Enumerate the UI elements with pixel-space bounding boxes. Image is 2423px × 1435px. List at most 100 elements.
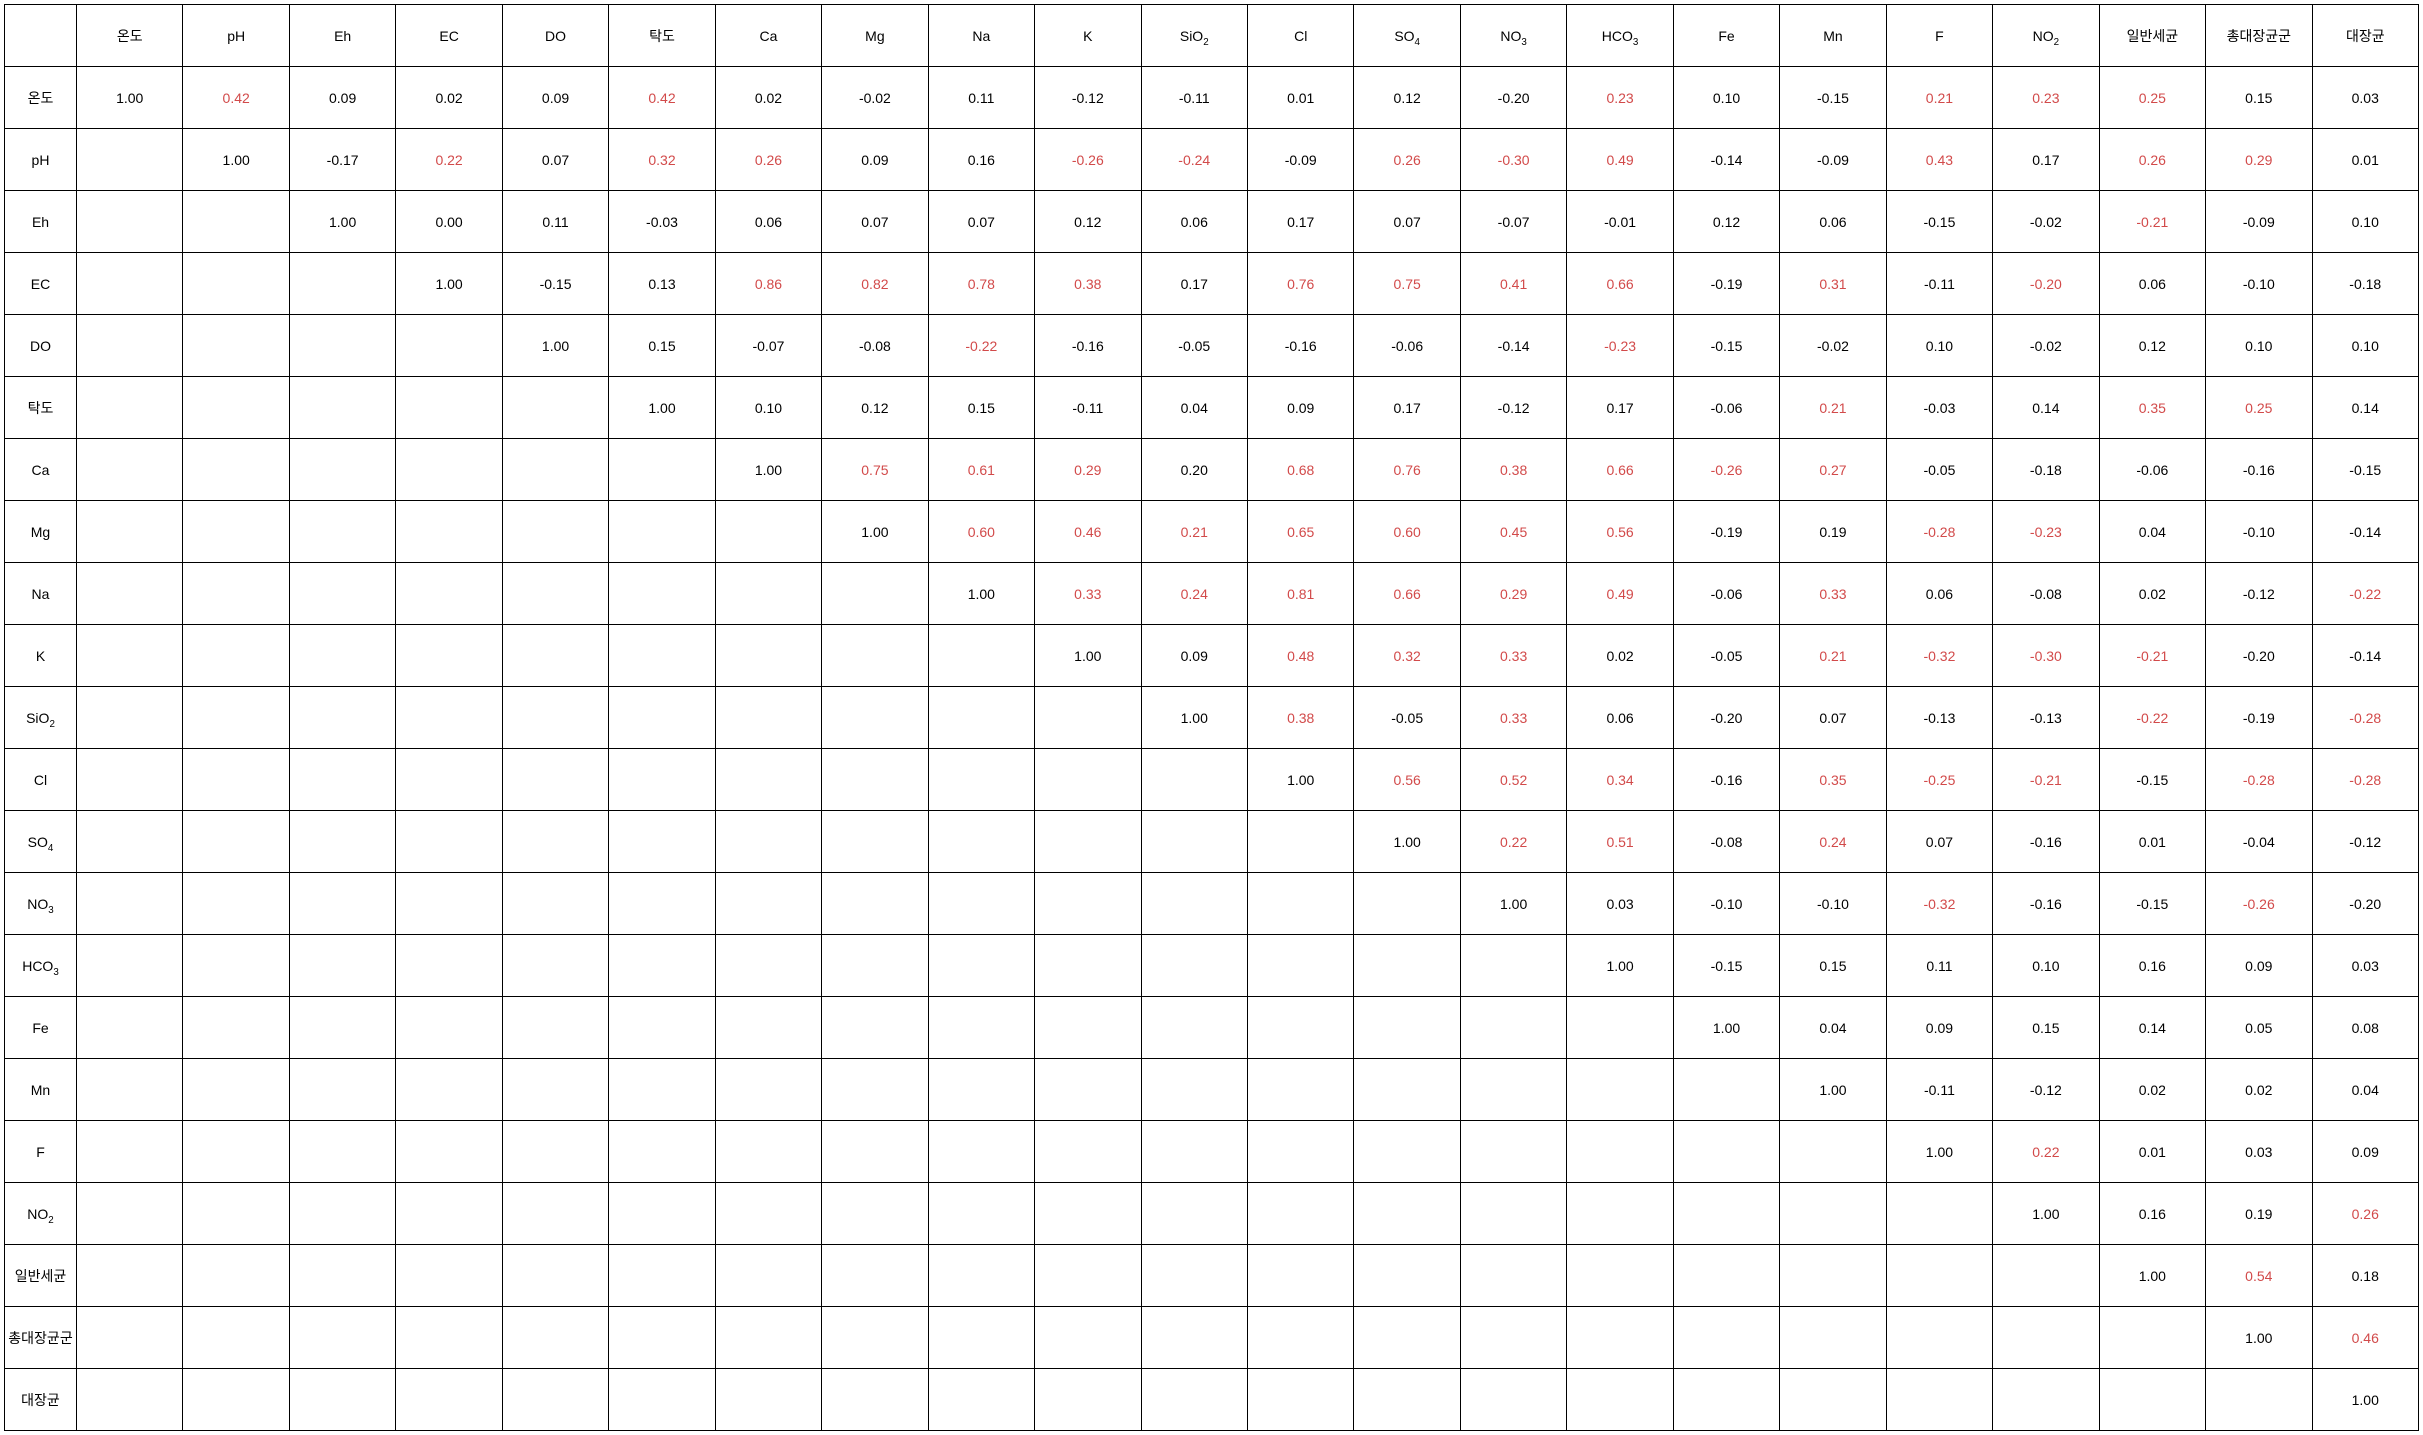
table-cell: [396, 1059, 502, 1121]
table-cell: -0.16: [2206, 439, 2312, 501]
table-cell: 0.17: [1247, 191, 1353, 253]
table-cell: -0.18: [1993, 439, 2099, 501]
table-cell: -0.11: [1035, 377, 1141, 439]
table-cell: -0.05: [1354, 687, 1460, 749]
table-cell: -0.20: [1460, 67, 1566, 129]
table-cell: 0.75: [822, 439, 928, 501]
table-cell: 0.52: [1460, 749, 1566, 811]
table-cell: 0.18: [2312, 1245, 2418, 1307]
table-cell: -0.03: [1886, 377, 1992, 439]
table-cell: -0.22: [2312, 563, 2418, 625]
table-cell: [1460, 935, 1566, 997]
table-cell: 0.08: [2312, 997, 2418, 1059]
col-header: Na: [928, 5, 1034, 67]
table-cell: [1354, 935, 1460, 997]
table-cell: [1460, 1183, 1566, 1245]
table-cell: -0.12: [1460, 377, 1566, 439]
table-cell: 0.04: [1141, 377, 1247, 439]
table-cell: 0.35: [2099, 377, 2205, 439]
table-cell: 1.00: [1780, 1059, 1886, 1121]
table-row: NO21.000.160.190.26: [5, 1183, 2419, 1245]
table-cell: -0.22: [2099, 687, 2205, 749]
table-cell: [77, 625, 183, 687]
table-cell: -0.19: [1673, 501, 1779, 563]
table-row: 일반세균1.000.540.18: [5, 1245, 2419, 1307]
table-cell: [1247, 1059, 1353, 1121]
row-header: SiO2: [5, 687, 77, 749]
table-cell: 0.07: [928, 191, 1034, 253]
table-cell: -0.09: [2206, 191, 2312, 253]
table-row: HCO31.00-0.150.150.110.100.160.090.03: [5, 935, 2419, 997]
table-cell: [1035, 749, 1141, 811]
table-cell: 0.15: [1993, 997, 2099, 1059]
table-cell: [928, 1245, 1034, 1307]
table-cell: [822, 811, 928, 873]
table-cell: 0.03: [2312, 67, 2418, 129]
table-cell: [183, 253, 289, 315]
table-cell: [289, 1121, 395, 1183]
table-cell: [396, 439, 502, 501]
table-cell: [77, 1245, 183, 1307]
table-cell: -0.12: [2312, 811, 2418, 873]
table-cell: 0.12: [1354, 67, 1460, 129]
table-cell: 0.15: [2206, 67, 2312, 129]
table-row: Na1.000.330.240.810.660.290.49-0.060.330…: [5, 563, 2419, 625]
table-cell: [928, 811, 1034, 873]
table-cell: 0.25: [2206, 377, 2312, 439]
table-cell: [183, 1183, 289, 1245]
table-cell: 0.10: [2312, 315, 2418, 377]
table-cell: -0.09: [1780, 129, 1886, 191]
table-cell: 0.19: [2206, 1183, 2312, 1245]
table-cell: [183, 563, 289, 625]
table-cell: 0.13: [609, 253, 715, 315]
col-header: pH: [183, 5, 289, 67]
table-cell: [396, 1307, 502, 1369]
col-header: Eh: [289, 5, 395, 67]
table-cell: -0.16: [1035, 315, 1141, 377]
table-cell: [396, 873, 502, 935]
table-cell: [1141, 1245, 1247, 1307]
table-cell: [1035, 997, 1141, 1059]
table-cell: [1247, 873, 1353, 935]
table-cell: 0.15: [1780, 935, 1886, 997]
row-header: Cl: [5, 749, 77, 811]
table-cell: [1354, 1369, 1460, 1431]
table-cell: [502, 749, 608, 811]
table-cell: [1141, 873, 1247, 935]
table-cell: [822, 749, 928, 811]
col-header: 온도: [77, 5, 183, 67]
table-cell: 0.46: [2312, 1307, 2418, 1369]
table-cell: -0.16: [1247, 315, 1353, 377]
table-cell: [1354, 997, 1460, 1059]
table-cell: 0.07: [1780, 687, 1886, 749]
table-cell: [1886, 1245, 1992, 1307]
col-header: Fe: [1673, 5, 1779, 67]
table-row: Fe1.000.040.090.150.140.050.08: [5, 997, 2419, 1059]
table-cell: -0.12: [2206, 563, 2312, 625]
table-cell: -0.02: [1993, 191, 2099, 253]
table-cell: [77, 439, 183, 501]
table-cell: [396, 501, 502, 563]
table-cell: [396, 625, 502, 687]
table-cell: 0.33: [1460, 625, 1566, 687]
table-cell: -0.14: [1460, 315, 1566, 377]
table-row: 총대장균군1.000.46: [5, 1307, 2419, 1369]
row-header: 일반세균: [5, 1245, 77, 1307]
table-cell: [289, 1059, 395, 1121]
table-cell: [928, 873, 1034, 935]
table-cell: [822, 997, 928, 1059]
table-cell: -0.13: [1886, 687, 1992, 749]
table-cell: [1141, 1183, 1247, 1245]
table-cell: -0.15: [2099, 873, 2205, 935]
table-cell: 0.21: [1780, 377, 1886, 439]
table-cell: [1673, 1307, 1779, 1369]
table-cell: 0.38: [1247, 687, 1353, 749]
table-cell: [609, 749, 715, 811]
table-cell: -0.32: [1886, 873, 1992, 935]
table-cell: [289, 253, 395, 315]
table-cell: [77, 129, 183, 191]
table-cell: -0.17: [289, 129, 395, 191]
table-cell: 1.00: [502, 315, 608, 377]
table-cell: 0.03: [2206, 1121, 2312, 1183]
table-cell: 0.14: [2312, 377, 2418, 439]
